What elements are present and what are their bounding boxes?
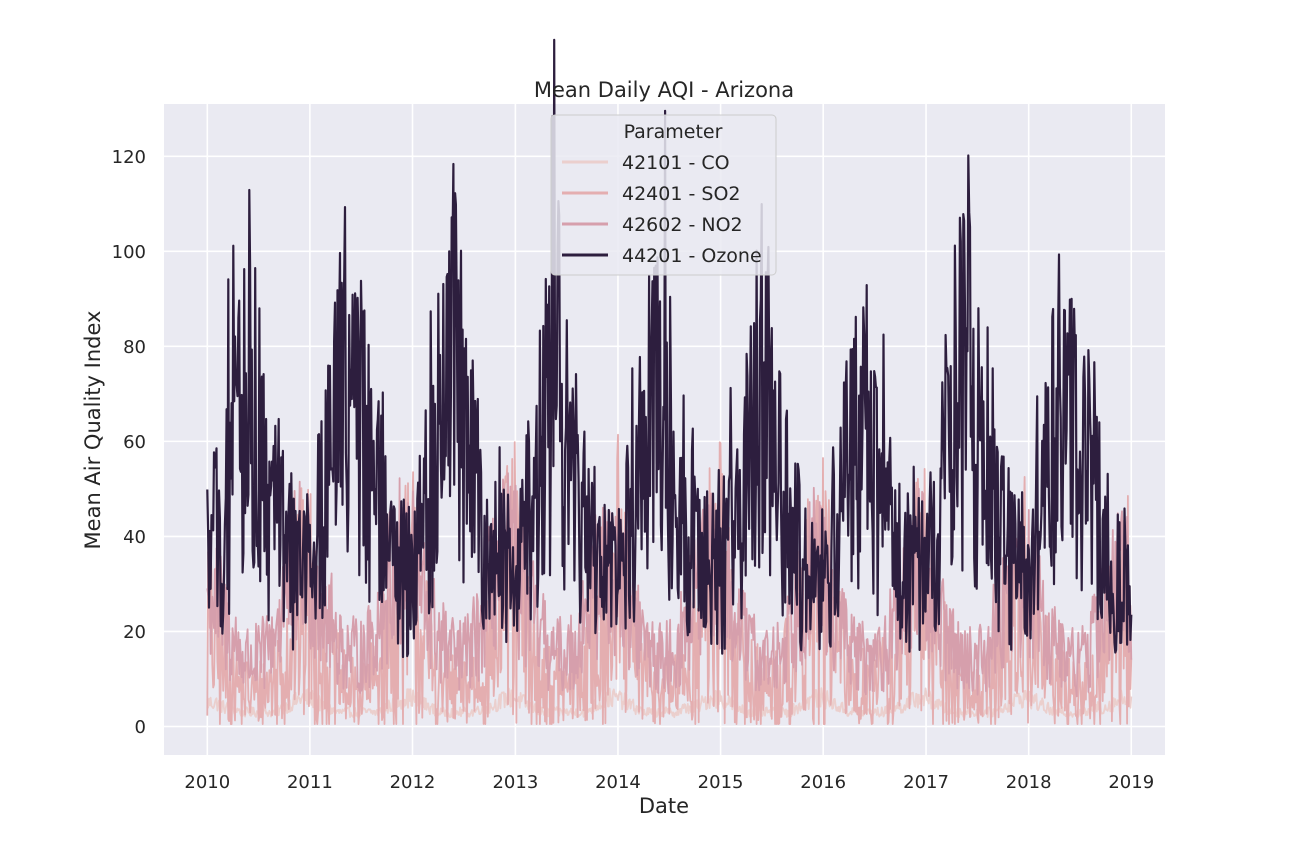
legend-label: 42401 - SO2 [622, 183, 740, 205]
series-line-42401-so2 [206, 433, 1133, 725]
series-line-44201-ozone [206, 38, 1133, 659]
y-tick-label: 60 [123, 432, 146, 453]
x-tick-label: 2019 [1108, 772, 1154, 793]
y-tick-label: 0 [135, 717, 146, 738]
y-tick-label: 120 [112, 147, 146, 168]
x-tick-label: 2016 [800, 772, 846, 793]
x-tick-label: 2017 [903, 772, 949, 793]
legend: Parameter 42101 - CO 42401 - SO2 42602 - N… [550, 114, 777, 276]
chart-title: Mean Daily AQI - Arizona [534, 78, 794, 102]
y-tick-labels: 0 20 40 60 80 100 120 [112, 147, 146, 738]
x-tick-label: 2011 [287, 772, 333, 793]
legend-title: Parameter [624, 121, 723, 143]
y-tick-label: 40 [123, 527, 146, 548]
x-tick-label: 2015 [698, 772, 744, 793]
x-axis-title: Date [639, 794, 689, 818]
y-tick-label: 80 [123, 337, 146, 358]
y-tick-label: 20 [123, 622, 146, 643]
legend-label: 44201 - Ozone [622, 245, 762, 267]
legend-items: 42101 - CO 42401 - SO2 42602 - NO2 44201 - … [562, 152, 762, 267]
legend-label: 42101 - CO [622, 152, 730, 174]
x-tick-label: 2013 [492, 772, 538, 793]
x-tick-label: 2018 [1006, 772, 1052, 793]
x-tick-label: 2014 [595, 772, 641, 793]
x-tick-labels: 2010 2011 2012 2013 2014 2015 2016 2017 2018 2019 [184, 772, 1154, 793]
series-layer [206, 38, 1133, 725]
x-tick-label: 2010 [184, 772, 230, 793]
legend-label: 42602 - NO2 [622, 214, 743, 236]
y-tick-label: 100 [112, 242, 146, 263]
y-axis-title: Mean Air Quality Index [81, 311, 105, 550]
series-line-42602-no2 [206, 472, 1133, 698]
x-tick-label: 2012 [390, 772, 436, 793]
legend-box [550, 114, 777, 276]
